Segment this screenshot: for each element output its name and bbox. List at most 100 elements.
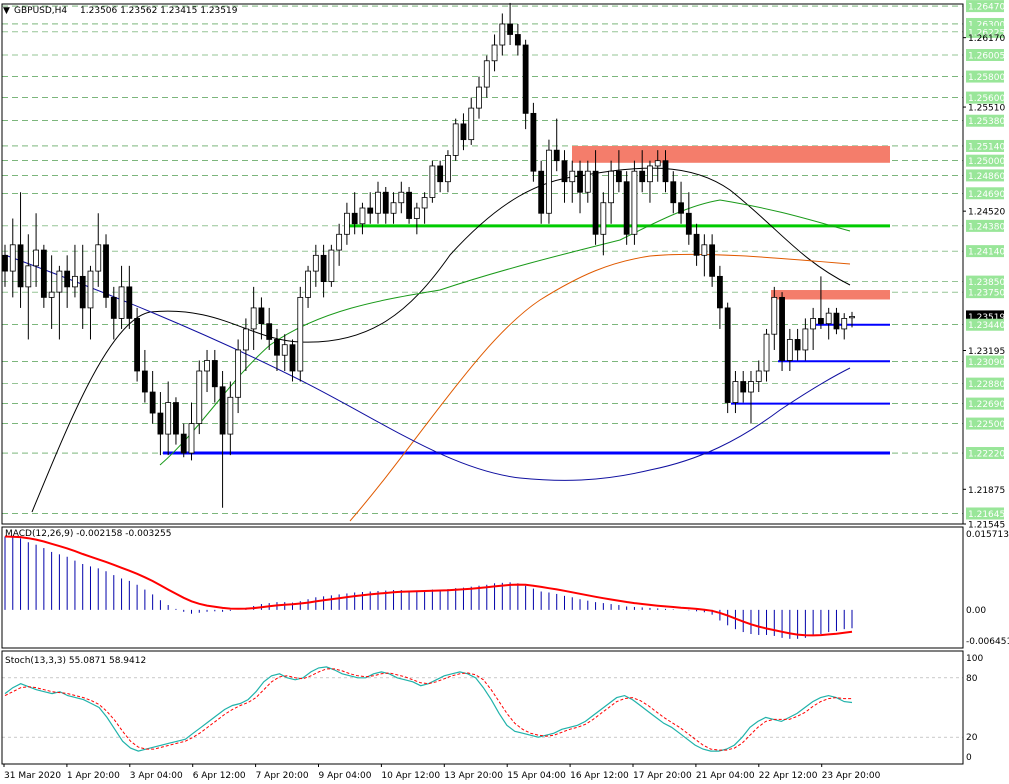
candle bbox=[165, 381, 172, 456]
candle bbox=[390, 192, 397, 224]
candle bbox=[639, 150, 646, 193]
price-tag: 1.22500 bbox=[968, 420, 1005, 430]
moving-averages bbox=[4, 167, 851, 522]
macd-axis-label: 0.00 bbox=[966, 606, 986, 616]
candle bbox=[561, 150, 568, 203]
bullish-candle-body bbox=[398, 191, 405, 204]
price-tag: 1.23090 bbox=[968, 358, 1005, 368]
price-tag-bg bbox=[966, 318, 1004, 331]
candle bbox=[701, 234, 708, 277]
price-tag: 1.21645 bbox=[968, 510, 1005, 520]
time-label: 13 Apr 20:00 bbox=[444, 771, 503, 781]
bullish-candle-body bbox=[786, 339, 793, 361]
price-tag: 1.26470 bbox=[968, 3, 1005, 13]
bullish-candle-body bbox=[499, 23, 506, 46]
candle bbox=[250, 286, 257, 350]
ma-orange-line bbox=[349, 253, 851, 522]
time-label: 16 Apr 12:00 bbox=[570, 771, 629, 781]
resistance-zone-upper bbox=[572, 145, 890, 163]
price-tag: 1.22880 bbox=[968, 380, 1005, 390]
bearish-candle-body bbox=[522, 44, 529, 114]
bearish-candle-body bbox=[2, 254, 8, 272]
candle bbox=[64, 255, 71, 308]
candle bbox=[126, 265, 133, 329]
candle bbox=[794, 328, 801, 361]
price-tag-bg bbox=[966, 187, 1004, 200]
candle bbox=[258, 297, 265, 340]
bearish-candle-body bbox=[382, 191, 389, 214]
bearish-candle-body bbox=[615, 170, 622, 183]
candle bbox=[507, 2, 513, 46]
bearish-candle-body bbox=[833, 312, 840, 330]
candle bbox=[538, 160, 545, 224]
bearish-candle-body bbox=[678, 202, 684, 214]
candle bbox=[468, 97, 475, 145]
candle bbox=[188, 402, 195, 461]
stoch-axis-label: 0 bbox=[966, 753, 972, 763]
bearish-candle-body bbox=[794, 339, 801, 351]
candle bbox=[491, 34, 498, 72]
candle bbox=[685, 192, 692, 245]
price-tag-bg bbox=[966, 91, 1004, 104]
macd-axis-label: 0.015713 bbox=[966, 530, 1009, 540]
bullish-candle-body bbox=[118, 286, 125, 319]
candle bbox=[755, 360, 762, 393]
price-tag-bg bbox=[966, 0, 1004, 13]
bullish-candle-body bbox=[445, 155, 451, 183]
candle bbox=[802, 318, 809, 361]
price-tag-bg bbox=[966, 417, 1004, 430]
time-label: 6 Apr 12:00 bbox=[193, 771, 246, 781]
time-label: 31 Mar 2020 bbox=[4, 771, 61, 781]
bullish-candle-body bbox=[281, 344, 288, 356]
bearish-candle-body bbox=[289, 344, 296, 372]
bullish-candle-body bbox=[429, 165, 436, 198]
ma-green-line bbox=[159, 199, 851, 466]
candle bbox=[297, 286, 304, 382]
bullish-candle-body bbox=[468, 107, 475, 141]
candle bbox=[476, 76, 482, 119]
bearish-candle-body bbox=[507, 23, 513, 35]
price-tag-bg bbox=[966, 507, 1004, 520]
price-tag: 1.24690 bbox=[968, 190, 1005, 200]
bearish-candle-body bbox=[740, 381, 747, 393]
symbol-label: GBPUSD,H4 bbox=[14, 6, 67, 16]
candle bbox=[141, 349, 148, 403]
bearish-candle-body bbox=[709, 244, 716, 277]
price-tag: 1.25800 bbox=[968, 73, 1005, 83]
price-tag: 1.22690 bbox=[968, 400, 1005, 410]
candle bbox=[460, 113, 467, 151]
bearish-candle-body bbox=[219, 386, 226, 435]
bearish-candle-body bbox=[180, 433, 187, 454]
bearish-candle-body bbox=[351, 212, 358, 225]
bearish-candle-body bbox=[367, 207, 374, 214]
candle bbox=[600, 192, 607, 256]
candle bbox=[546, 139, 552, 224]
candle bbox=[211, 349, 218, 403]
price-tag: 1.23850 bbox=[968, 278, 1005, 288]
bearish-candle-body bbox=[134, 318, 141, 372]
bullish-candle-body bbox=[569, 170, 576, 183]
bearish-candle-body bbox=[157, 412, 164, 435]
bullish-candle-body bbox=[359, 207, 366, 225]
bullish-candle-body bbox=[584, 170, 591, 193]
bullish-candle-body bbox=[95, 244, 102, 272]
macd-panel-frame bbox=[1, 526, 964, 649]
bearish-candle-body bbox=[320, 254, 327, 283]
bearish-candle-body bbox=[623, 181, 630, 235]
bullish-candle-body bbox=[701, 244, 708, 256]
bullish-candle-body bbox=[491, 44, 498, 62]
price-tag-bg bbox=[966, 49, 1004, 62]
candle bbox=[336, 223, 343, 266]
bullish-candle-body bbox=[25, 265, 32, 288]
candle bbox=[786, 328, 793, 371]
bearish-candle-body bbox=[149, 391, 156, 414]
bullish-candle-body bbox=[56, 270, 63, 293]
bearish-candle-body bbox=[685, 212, 692, 235]
candle bbox=[40, 244, 47, 308]
candle bbox=[25, 234, 32, 340]
symbol-dropdown-icon[interactable]: ▼ bbox=[3, 6, 10, 16]
bullish-candle-body bbox=[196, 370, 203, 424]
candle bbox=[678, 181, 684, 224]
